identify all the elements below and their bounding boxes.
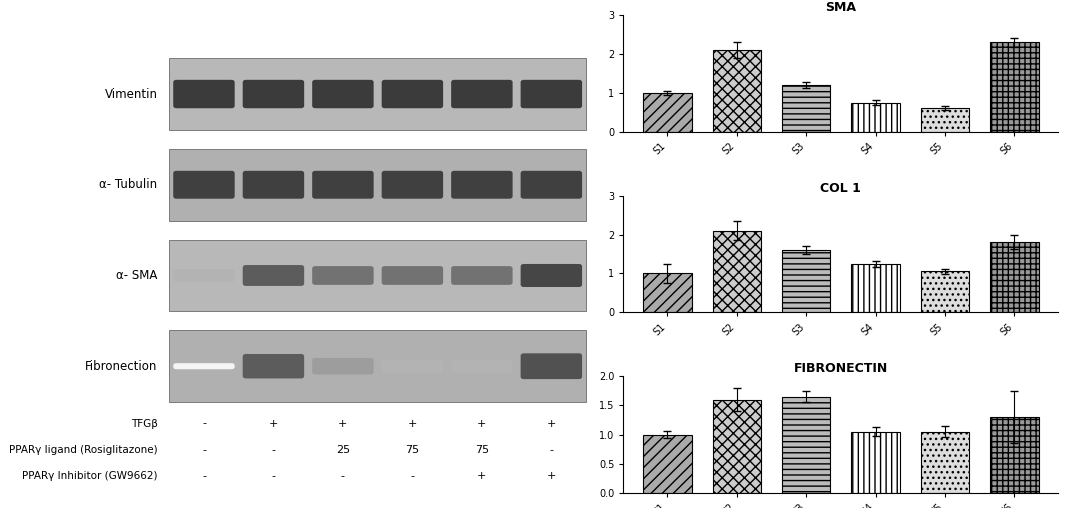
FancyBboxPatch shape [521, 171, 583, 199]
Text: 25: 25 [336, 445, 350, 455]
Text: Vimentin: Vimentin [105, 87, 157, 101]
Bar [851, 103, 900, 132]
Bar [713, 231, 761, 312]
Bar [990, 242, 1039, 312]
Text: +: + [268, 419, 278, 429]
Title: SMA: SMA [825, 1, 856, 14]
Text: -: - [272, 445, 276, 455]
Bar [644, 93, 692, 132]
Bar [713, 400, 761, 493]
Text: 75: 75 [475, 445, 489, 455]
FancyBboxPatch shape [451, 171, 513, 199]
Bar [644, 273, 692, 312]
FancyBboxPatch shape [169, 149, 586, 220]
FancyBboxPatch shape [173, 80, 235, 108]
FancyBboxPatch shape [173, 269, 235, 281]
FancyBboxPatch shape [451, 359, 513, 373]
Bar [920, 108, 970, 132]
Text: +: + [546, 471, 556, 481]
Text: α- SMA: α- SMA [117, 269, 157, 282]
FancyBboxPatch shape [173, 171, 235, 199]
Text: α- Tubulin: α- Tubulin [99, 178, 157, 191]
FancyBboxPatch shape [312, 358, 374, 374]
FancyBboxPatch shape [169, 330, 586, 402]
Bar [990, 417, 1039, 493]
FancyBboxPatch shape [382, 266, 444, 285]
Text: -: - [341, 471, 345, 481]
Text: +: + [407, 419, 417, 429]
FancyBboxPatch shape [451, 266, 513, 285]
Bar [713, 50, 761, 132]
FancyBboxPatch shape [521, 80, 583, 108]
Text: -: - [202, 419, 206, 429]
Text: -: - [202, 445, 206, 455]
Text: +: + [546, 419, 556, 429]
FancyBboxPatch shape [312, 171, 374, 199]
Title: COL 1: COL 1 [820, 181, 862, 195]
Text: Fibronection: Fibronection [86, 360, 157, 373]
Bar [990, 42, 1039, 132]
FancyBboxPatch shape [243, 354, 305, 378]
FancyBboxPatch shape [243, 80, 305, 108]
Bar [781, 250, 831, 312]
Text: -: - [202, 471, 206, 481]
Text: +: + [338, 419, 347, 429]
FancyBboxPatch shape [312, 80, 374, 108]
FancyBboxPatch shape [169, 58, 586, 130]
FancyBboxPatch shape [312, 266, 374, 285]
FancyBboxPatch shape [382, 359, 444, 373]
FancyBboxPatch shape [451, 80, 513, 108]
Bar [644, 434, 692, 493]
Text: PPARγ ligand (Rosiglitazone): PPARγ ligand (Rosiglitazone) [9, 445, 157, 455]
FancyBboxPatch shape [521, 354, 583, 379]
Text: -: - [549, 445, 554, 455]
FancyBboxPatch shape [521, 264, 583, 287]
Text: -: - [272, 471, 276, 481]
FancyBboxPatch shape [382, 80, 444, 108]
FancyBboxPatch shape [382, 171, 444, 199]
Text: PPARγ Inhibitor (GW9662): PPARγ Inhibitor (GW9662) [22, 471, 157, 481]
Text: +: + [477, 419, 486, 429]
Bar [851, 264, 900, 312]
Text: +: + [477, 471, 486, 481]
Bar [781, 397, 831, 493]
Text: 75: 75 [405, 445, 419, 455]
FancyBboxPatch shape [243, 265, 305, 286]
FancyBboxPatch shape [173, 363, 235, 369]
Bar [920, 432, 970, 493]
Bar [920, 271, 970, 312]
FancyBboxPatch shape [169, 240, 586, 311]
Bar [781, 85, 831, 132]
Text: -: - [410, 471, 415, 481]
Text: TFGβ: TFGβ [130, 419, 157, 429]
FancyBboxPatch shape [243, 171, 305, 199]
Title: FIBRONECTIN: FIBRONECTIN [793, 362, 888, 375]
Bar [851, 432, 900, 493]
